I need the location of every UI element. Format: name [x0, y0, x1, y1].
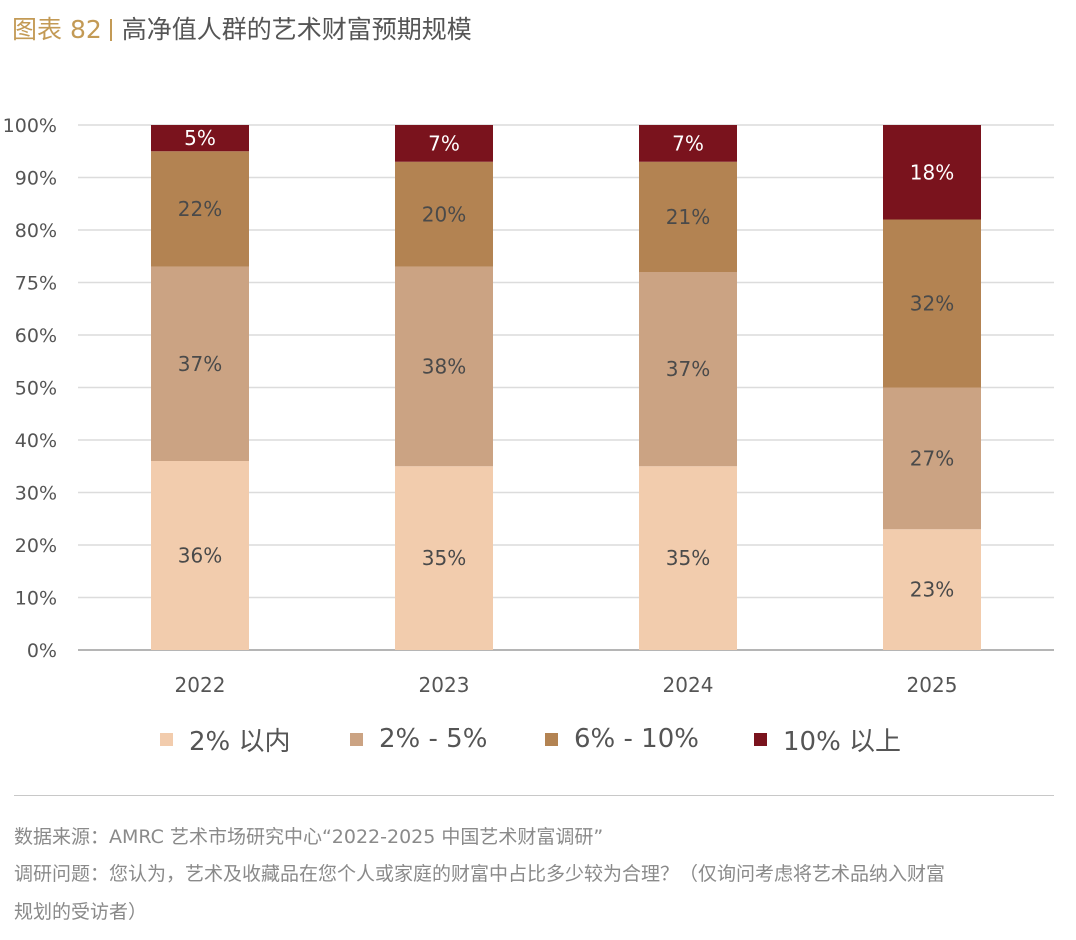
- bar-segment: [883, 125, 981, 220]
- question-note-line-1: 调研问题：您认为，艺术及收藏品在您个人或家庭的财富中占比多少较为合理？（仅询问考…: [14, 863, 946, 885]
- bar-segment: [395, 161, 493, 267]
- data-label: 20%: [422, 202, 466, 226]
- legend-label: 10% 以上: [783, 726, 902, 757]
- bar-segment: [639, 161, 737, 272]
- title-separator: [109, 19, 112, 41]
- source-note: 数据来源：AMRC 艺术市场研究中心“2022-2025 中国艺术财富调研”: [14, 826, 604, 848]
- bar-segment: [395, 125, 493, 162]
- data-label: 38%: [422, 355, 466, 379]
- bar-segment: [151, 461, 249, 650]
- y-tick-label: 20%: [15, 535, 57, 557]
- x-tick-label: 2024: [663, 673, 714, 697]
- y-tick-label: 90%: [15, 168, 57, 190]
- legend-label: 6% - 10%: [574, 724, 699, 754]
- y-tick-label: 50%: [15, 378, 57, 400]
- y-tick-label: 75%: [15, 273, 57, 295]
- legend-item: 6% - 10%: [545, 718, 699, 760]
- x-tick-label: 2022: [175, 673, 226, 697]
- data-label: 37%: [666, 357, 710, 381]
- legend-swatch: [350, 732, 363, 746]
- x-tick-label: 2025: [907, 673, 958, 697]
- y-tick-label: 80%: [15, 220, 57, 242]
- bar-segment: [639, 272, 737, 467]
- bar-segment: [639, 125, 737, 162]
- y-tick-label: 40%: [15, 430, 57, 452]
- chart-title: 图表 82 高净值人群的艺术财富预期规模: [12, 12, 472, 48]
- y-tick-label: 30%: [15, 483, 57, 505]
- data-label: 36%: [178, 544, 222, 568]
- legend-item: 2% 以内: [160, 718, 291, 760]
- footer-divider: [14, 795, 1054, 796]
- x-tick-label: 2023: [419, 673, 470, 697]
- legend-swatch: [754, 732, 767, 746]
- y-tick-label: 60%: [15, 325, 57, 347]
- question-note-line-2: 规划的受访者）: [14, 901, 148, 923]
- legend-swatch: [160, 732, 173, 746]
- data-label: 21%: [666, 205, 710, 229]
- bar-segment: [883, 529, 981, 650]
- y-tick-label: 100%: [3, 115, 57, 137]
- data-label: 23%: [910, 578, 954, 602]
- bar-segment: [395, 266, 493, 467]
- data-label: 35%: [666, 546, 710, 570]
- y-tick-label: 10%: [15, 588, 57, 610]
- data-label: 7%: [428, 131, 460, 155]
- data-label: 27%: [910, 446, 954, 470]
- legend-label: 2% - 5%: [379, 724, 488, 754]
- data-label: 35%: [422, 546, 466, 570]
- data-label: 7%: [672, 131, 704, 155]
- legend-label: 2% 以内: [189, 726, 291, 757]
- bar-segment: [883, 387, 981, 530]
- data-label: 18%: [910, 160, 954, 184]
- bar-segment: [151, 125, 249, 152]
- data-label: 22%: [178, 197, 222, 221]
- bar-segment: [639, 466, 737, 650]
- legend-swatch: [545, 732, 558, 746]
- data-label: 37%: [178, 352, 222, 376]
- legend-item: 2% - 5%: [350, 718, 487, 760]
- y-tick-label: 0%: [27, 640, 57, 662]
- bar-segment: [395, 466, 493, 650]
- y-axis-labels: 0% 10% 20% 30% 40% 50% 60% 75% 80% 90% 100%: [3, 115, 57, 662]
- title-text: 高净值人群的艺术财富预期规模: [121, 15, 472, 44]
- stacked-bar-chart: 0% 10% 20% 30% 40% 50% 60% 75% 80% 90% 100% 36% 37%…: [3, 115, 1054, 697]
- bars: 36% 37% 22% 5% 35% 38% 20% 7% 35% 37% 21% 7% 23% 27% 3…: [151, 125, 981, 650]
- legend-item: 10% 以上: [754, 718, 901, 760]
- data-label: 5%: [184, 126, 216, 150]
- x-axis-labels: 2022 2023 2024 2025: [175, 673, 958, 697]
- bar-segment: [151, 151, 249, 267]
- bar-segment: [151, 266, 249, 461]
- figure-number: 图表 82: [12, 15, 102, 44]
- data-label: 32%: [910, 292, 954, 316]
- legend: 2% 以内 2% - 5% 6% - 10% 10% 以上: [0, 718, 1076, 760]
- bar-segment: [883, 219, 981, 388]
